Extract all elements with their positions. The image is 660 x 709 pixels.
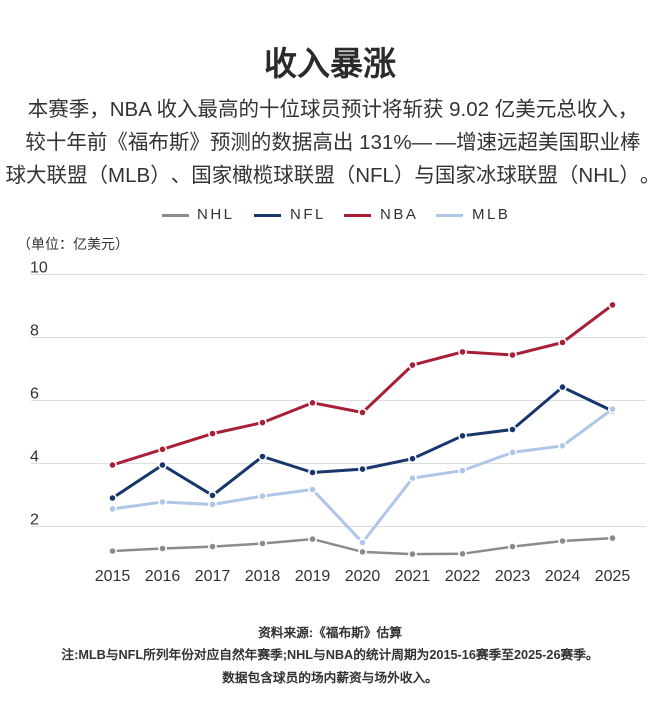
svg-text:2021: 2021 [395, 568, 431, 585]
svg-text:2025: 2025 [595, 568, 631, 585]
svg-text:8: 8 [30, 323, 39, 340]
svg-text:2022: 2022 [445, 568, 481, 585]
svg-text:2023: 2023 [495, 568, 531, 585]
svg-text:2020: 2020 [345, 568, 381, 585]
svg-text:6: 6 [30, 386, 39, 403]
svg-text:2018: 2018 [245, 568, 281, 585]
svg-text:2017: 2017 [195, 568, 231, 585]
svg-text:2: 2 [30, 512, 39, 529]
svg-text:2015: 2015 [95, 568, 131, 585]
svg-text:2019: 2019 [295, 568, 331, 585]
svg-text:2016: 2016 [145, 568, 181, 585]
svg-text:2024: 2024 [545, 568, 581, 585]
svg-text:10: 10 [30, 260, 48, 277]
svg-text:4: 4 [30, 449, 39, 466]
